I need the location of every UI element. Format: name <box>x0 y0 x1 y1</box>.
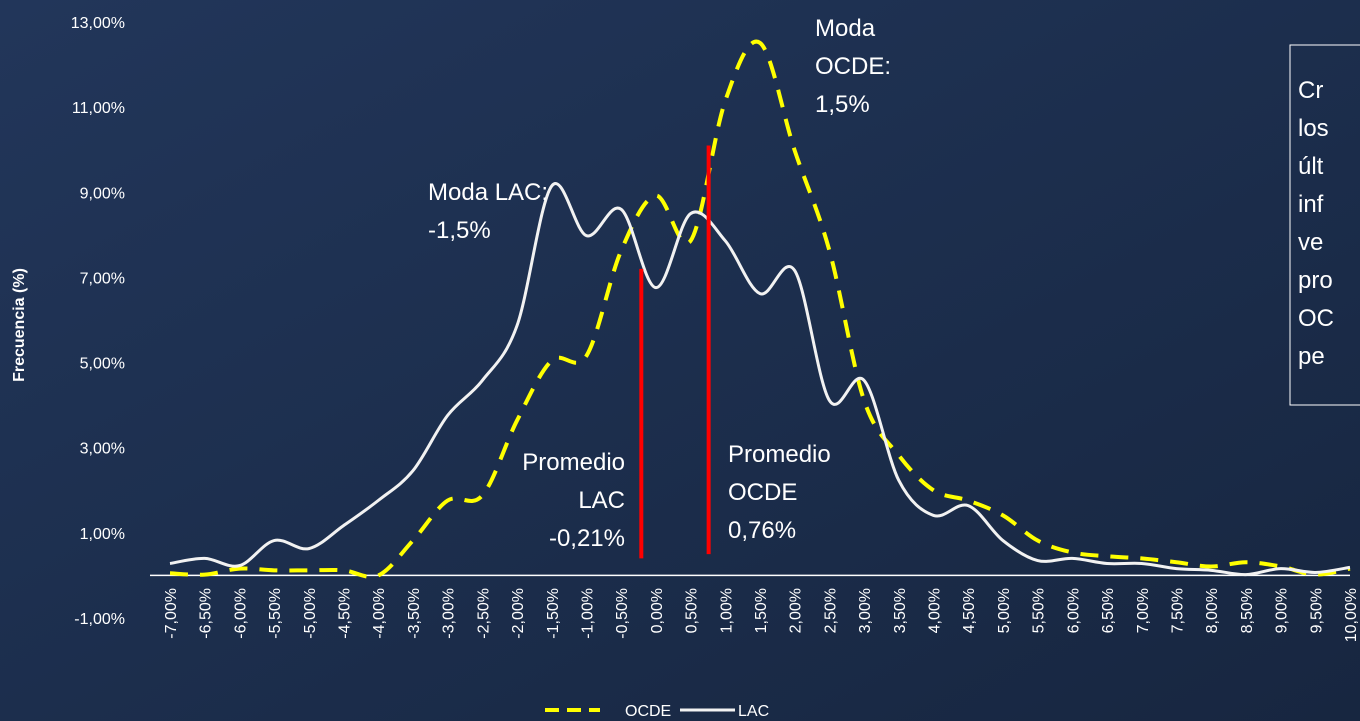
y-tick-label: 3,00% <box>80 441 125 458</box>
side-box <box>1289 44 1360 406</box>
x-tick-label: -4,50% <box>337 588 354 639</box>
x-tick-label: 2,00% <box>788 588 805 633</box>
x-tick-label: -0,50% <box>614 588 631 639</box>
x-tick-label: 0,50% <box>684 588 701 633</box>
side-box-text: inf <box>1298 191 1324 218</box>
x-tick-label: 8,50% <box>1239 588 1256 633</box>
x-tick-label: 0,00% <box>649 588 666 633</box>
mode-label: OCDE: <box>815 53 891 80</box>
x-tick-label: 5,50% <box>1031 588 1048 633</box>
side-box-text: OC <box>1298 305 1334 332</box>
side-box-text: pe <box>1298 343 1325 370</box>
side-box-text: últ <box>1298 153 1324 180</box>
x-tick-label: 2,50% <box>822 588 839 633</box>
y-tick-label: 1,00% <box>80 526 125 543</box>
legend-label: OCDE <box>625 703 671 720</box>
mean-label: 0,76% <box>728 517 796 544</box>
x-tick-label: -3,00% <box>441 588 458 639</box>
x-tick-label: -2,00% <box>510 588 527 639</box>
mean-label: Promedio <box>522 449 625 476</box>
x-tick-label: -3,50% <box>406 588 423 639</box>
mode-label: 1,5% <box>815 91 870 118</box>
mode-label: -1,5% <box>428 217 491 244</box>
x-tick-label: 8,00% <box>1204 588 1221 633</box>
mode-label: Moda <box>815 15 876 42</box>
x-tick-label: 7,00% <box>1135 588 1152 633</box>
x-tick-label: 3,50% <box>892 588 909 633</box>
mean-label: OCDE <box>728 479 797 506</box>
x-tick-label: -7,00% <box>163 588 180 639</box>
x-tick-label: 3,00% <box>857 588 874 633</box>
x-tick-label: 5,00% <box>996 588 1013 633</box>
side-box-text: los <box>1298 115 1329 142</box>
y-tick-label: 7,00% <box>80 270 125 287</box>
x-tick-label: -1,00% <box>579 588 596 639</box>
x-tick-label: -6,00% <box>232 588 249 639</box>
y-axis-title: Frecuencia (%) <box>11 268 28 382</box>
mean-label: -0,21% <box>549 525 625 552</box>
side-box-text: Cr <box>1298 77 1323 104</box>
mean-label: Promedio <box>728 441 831 468</box>
x-tick-label: 9,00% <box>1274 588 1291 633</box>
x-tick-label: 6,00% <box>1065 588 1082 633</box>
y-tick-label: 11,00% <box>72 100 125 117</box>
x-tick-label: -1,50% <box>545 588 562 639</box>
series-line <box>169 39 1351 579</box>
x-tick-label: 1,00% <box>718 588 735 633</box>
y-tick-label: 5,00% <box>80 356 125 373</box>
x-tick-label: 7,50% <box>1169 588 1186 633</box>
series-line <box>169 182 1351 577</box>
side-box-text: pro <box>1298 267 1333 294</box>
x-tick-label: 1,50% <box>753 588 770 633</box>
x-tick-label: -2,50% <box>475 588 492 639</box>
x-tick-label: 4,50% <box>961 588 978 633</box>
x-tick-label: -5,50% <box>267 588 284 639</box>
x-tick-label: 9,50% <box>1308 588 1325 633</box>
y-tick-label: 13,00% <box>71 15 125 32</box>
mean-label: LAC <box>578 487 625 514</box>
y-tick-label: -1,00% <box>74 611 125 628</box>
x-tick-label: -4,00% <box>371 588 388 639</box>
x-tick-label: 10,00% <box>1343 588 1360 642</box>
y-tick-label: 9,00% <box>80 185 125 202</box>
x-tick-label: -5,00% <box>302 588 319 639</box>
x-tick-label: -6,50% <box>198 588 215 639</box>
side-box-text: ve <box>1298 229 1323 256</box>
legend-label: LAC <box>738 703 769 720</box>
x-tick-label: 6,50% <box>1100 588 1117 633</box>
x-tick-label: 4,00% <box>927 588 944 633</box>
mode-label: Moda LAC: <box>428 179 548 206</box>
